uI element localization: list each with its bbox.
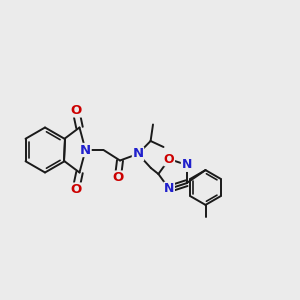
- Text: O: O: [70, 183, 82, 196]
- Text: O: O: [70, 104, 82, 117]
- Text: O: O: [112, 171, 124, 184]
- Text: N: N: [132, 147, 144, 161]
- Text: N: N: [182, 158, 192, 171]
- Text: N: N: [164, 182, 174, 195]
- Text: O: O: [164, 153, 175, 166]
- Text: N: N: [80, 143, 91, 157]
